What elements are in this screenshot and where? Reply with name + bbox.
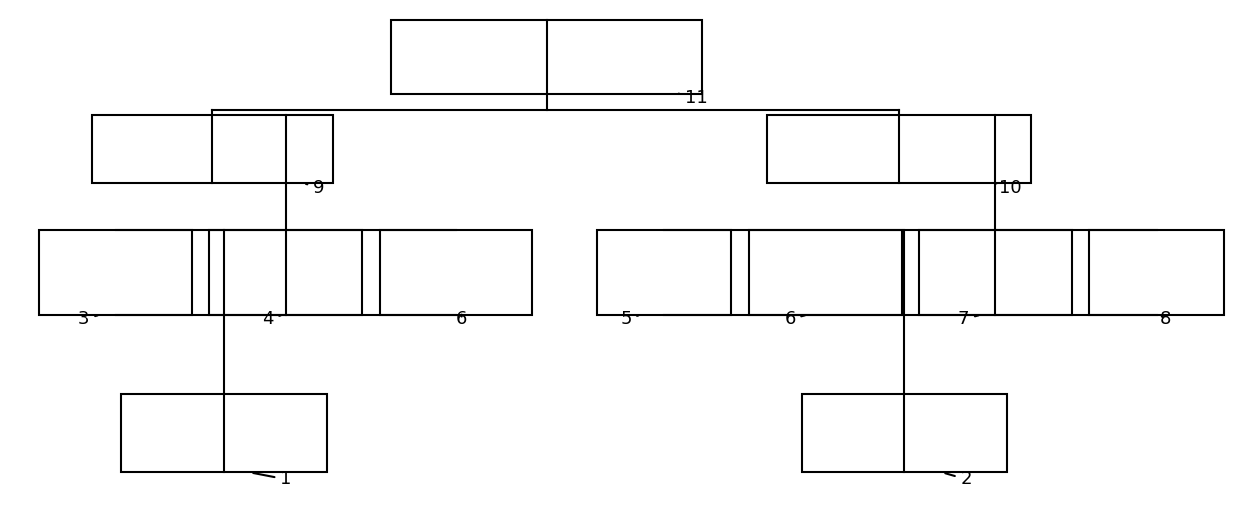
- Bar: [749, 231, 901, 314]
- Text: 6: 6: [785, 310, 805, 329]
- Text: 8: 8: [1159, 310, 1171, 329]
- Text: 2: 2: [945, 470, 972, 488]
- Bar: [802, 394, 1007, 473]
- Text: 4: 4: [263, 310, 280, 329]
- Bar: [766, 115, 1030, 183]
- Text: 5: 5: [620, 310, 639, 329]
- Text: 10: 10: [996, 179, 1022, 196]
- Text: 6: 6: [456, 310, 467, 329]
- Bar: [210, 231, 362, 314]
- Bar: [379, 231, 532, 314]
- Bar: [40, 231, 192, 314]
- Bar: [919, 231, 1071, 314]
- Bar: [1089, 231, 1224, 314]
- Bar: [92, 115, 332, 183]
- Text: 1: 1: [253, 470, 291, 488]
- Bar: [122, 394, 327, 473]
- Text: 7: 7: [959, 310, 978, 329]
- Bar: [392, 20, 702, 94]
- Text: 3: 3: [78, 310, 98, 329]
- Bar: [596, 231, 732, 314]
- Text: 11: 11: [678, 89, 708, 107]
- Text: 9: 9: [306, 179, 325, 196]
